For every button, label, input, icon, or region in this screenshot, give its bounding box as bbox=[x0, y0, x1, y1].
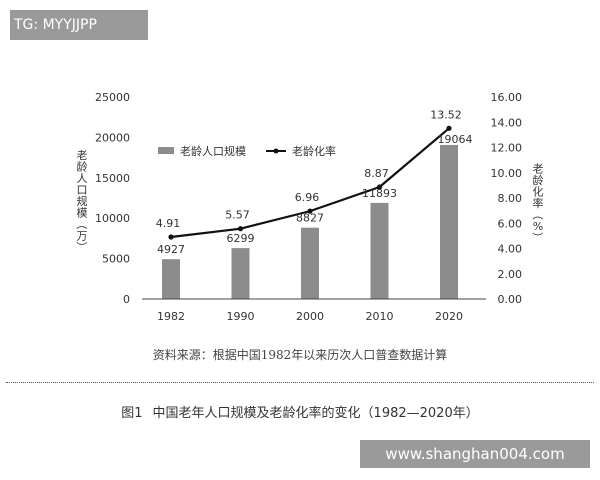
line-data-label: 8.87 bbox=[364, 167, 389, 180]
line-point bbox=[376, 184, 383, 190]
y-left-axis-title-char: 口 bbox=[77, 184, 88, 197]
y-left-axis-title-char: ） bbox=[75, 242, 88, 253]
legend-line-label: 老龄化率 bbox=[292, 144, 336, 158]
legend-bar-swatch bbox=[158, 147, 174, 154]
bar bbox=[370, 202, 389, 299]
x-tick-label: 1982 bbox=[157, 310, 185, 323]
line-point bbox=[307, 208, 313, 214]
legend-bar-label: 老龄人口规模 bbox=[180, 144, 246, 158]
y-right-axis-title-char: ） bbox=[531, 232, 544, 243]
legend: 老龄人口规模 老龄化率 bbox=[158, 144, 336, 158]
line-data-label: 4.91 bbox=[156, 217, 181, 230]
y-left-tick-label: 25000 bbox=[95, 91, 130, 104]
y-left-axis-title-char: 人 bbox=[77, 172, 88, 185]
bar-data-label: 4927 bbox=[157, 243, 185, 256]
bars-layer bbox=[162, 144, 458, 299]
y-left-axis-title-char: 规 bbox=[77, 194, 88, 208]
y-right-tick-label: 2.00 bbox=[498, 268, 523, 281]
y-right-axis-title-char: （ bbox=[531, 209, 544, 220]
divider bbox=[6, 382, 594, 383]
labels-layer: 4927 6299 8827 11893 19064 4.91 5.57 6.96 8.87 13… bbox=[156, 108, 473, 256]
y-right-axis-title-char: 率 bbox=[533, 196, 544, 210]
y-right-axis-title-char: % bbox=[533, 220, 543, 233]
y-left-tick-label: 15000 bbox=[95, 172, 130, 185]
bar-data-label: 6299 bbox=[227, 232, 255, 245]
y-right-axis-title-char: 龄 bbox=[533, 173, 544, 187]
watermark-top: TG: MYYJJPP bbox=[10, 10, 148, 40]
y-left-tick-label: 10000 bbox=[95, 212, 130, 225]
y-right-tick-label: 10.00 bbox=[491, 167, 523, 180]
x-tick-label: 2020 bbox=[435, 310, 463, 323]
y-left-axis-title-char: 模 bbox=[77, 207, 88, 220]
y-right-tick-label: 16.00 bbox=[491, 91, 523, 104]
source-note: 资料来源：根据中国1982年以来历次人口普查数据计算 bbox=[152, 348, 448, 362]
y-left-tick-label: 0 bbox=[123, 293, 130, 306]
x-tick-label: 2000 bbox=[296, 310, 324, 323]
y-left-axis-title-char: （ bbox=[75, 219, 88, 230]
line-data-label: 5.57 bbox=[225, 209, 250, 222]
y-left-tick-label: 20000 bbox=[95, 131, 130, 144]
line-point bbox=[168, 234, 174, 240]
y-right-tick-label: 8.00 bbox=[498, 192, 523, 205]
line-point bbox=[237, 226, 244, 232]
y-right-tick-label: 4.00 bbox=[498, 243, 523, 256]
y-right-axis-title-char: 化 bbox=[533, 185, 544, 199]
y-left-axis-title-char: 龄 bbox=[77, 160, 88, 174]
y-left-tick-label: 5000 bbox=[102, 253, 130, 266]
bar bbox=[231, 248, 250, 299]
legend-line-marker bbox=[273, 148, 279, 154]
figure-title: 中国老年人口规模及老龄化率的变化（1982—2020年） bbox=[152, 406, 479, 421]
y-right-axis-title-char: 老 bbox=[533, 163, 544, 176]
bar bbox=[301, 227, 319, 299]
y-right-tick-label: 6.00 bbox=[498, 217, 523, 230]
y-right-tick-label: 14.00 bbox=[491, 116, 523, 129]
figure-number: 图1 bbox=[121, 406, 143, 421]
combo-chart: 0 5000 10000 15000 20000 25000 0.00 2.00 4.00 6.0… bbox=[75, 91, 544, 323]
x-tick-label: 2010 bbox=[366, 310, 394, 323]
bar bbox=[162, 259, 180, 299]
line-data-label: 13.52 bbox=[430, 108, 462, 121]
y-left-axis-title-char: 万 bbox=[77, 230, 88, 243]
bar-data-label: 19064 bbox=[438, 133, 473, 146]
line-data-label: 6.96 bbox=[295, 191, 320, 204]
bar bbox=[440, 144, 458, 299]
y-right-tick-label: 12.00 bbox=[491, 142, 523, 155]
y-left-axis-title-char: 老 bbox=[77, 149, 88, 162]
figure-caption: 图1 中国老年人口规模及老龄化率的变化（1982—2020年） bbox=[0, 402, 600, 421]
watermark-bottom: www.shanghan004.com bbox=[360, 440, 590, 468]
line-layer bbox=[168, 125, 452, 240]
bar-data-label: 11893 bbox=[362, 187, 397, 200]
line-point bbox=[446, 125, 452, 131]
axes-layer: 0 5000 10000 15000 20000 25000 0.00 2.00 4.00 6.0… bbox=[75, 91, 544, 323]
bar-data-label: 8827 bbox=[296, 212, 324, 225]
x-tick-label: 1990 bbox=[227, 310, 255, 323]
y-right-tick-label: 0.00 bbox=[498, 293, 523, 306]
